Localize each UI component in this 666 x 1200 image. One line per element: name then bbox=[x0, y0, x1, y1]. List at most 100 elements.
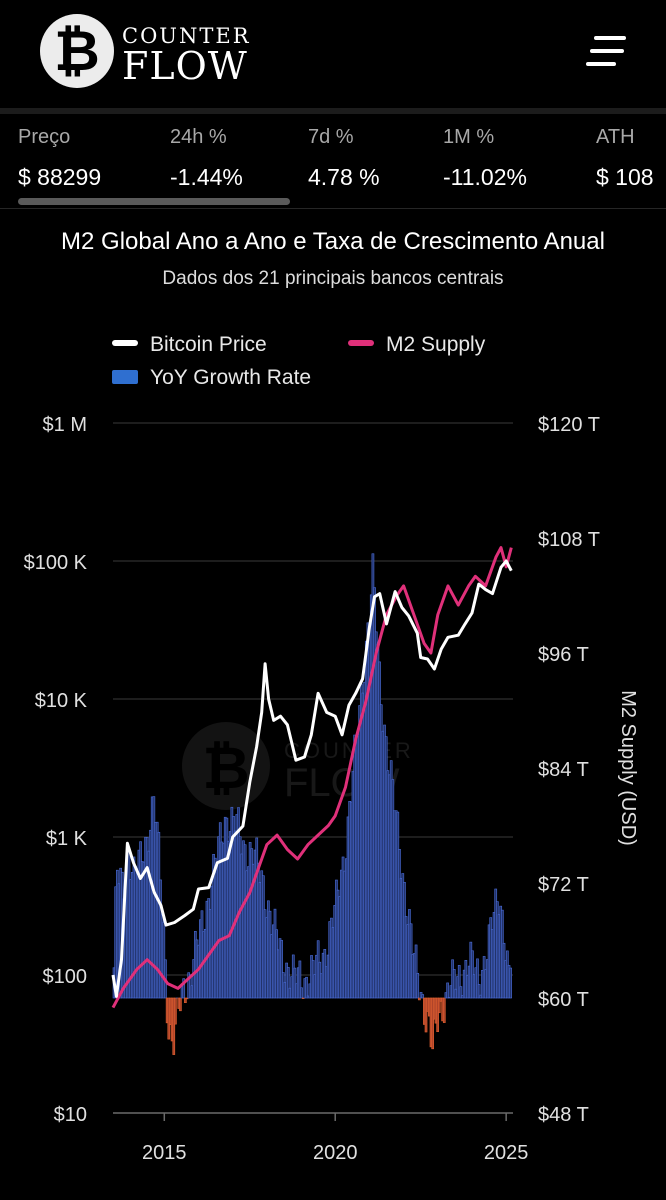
yoy-growth-bar bbox=[207, 898, 210, 999]
stat-value: $ 108 bbox=[596, 164, 654, 190]
yoy-growth-bar bbox=[273, 908, 277, 999]
stat-label: 1M % bbox=[443, 126, 495, 148]
yoy-growth-bar bbox=[399, 878, 403, 999]
yoy-growth-bar bbox=[335, 879, 338, 999]
yoy-growth-bar bbox=[446, 982, 449, 999]
yoy-growth-bar bbox=[431, 997, 434, 1050]
yoy-growth-bar bbox=[439, 997, 443, 1002]
yoy-growth-bar bbox=[330, 917, 333, 999]
yoy-growth-bar bbox=[371, 553, 375, 999]
yoy-growth-bar bbox=[114, 886, 118, 999]
yoy-growth-bar bbox=[391, 779, 395, 999]
yoy-growth-bar bbox=[165, 997, 169, 1024]
yoy-growth-bar bbox=[494, 888, 498, 999]
yoy-growth-bar bbox=[172, 997, 176, 1055]
yoy-growth-bar bbox=[409, 923, 413, 999]
y-right-tick-label: $60 T bbox=[538, 989, 589, 1011]
yoy-growth-bar bbox=[340, 869, 343, 999]
yoy-growth-bar bbox=[179, 997, 182, 1012]
yoy-growth-bar bbox=[268, 910, 272, 999]
yoy-growth-bar bbox=[192, 959, 196, 999]
yoy-growth-bar bbox=[461, 995, 464, 999]
yoy-growth-bar bbox=[295, 983, 298, 999]
yoy-growth-bar bbox=[378, 661, 381, 999]
brand-logo[interactable]: ₿ COUNTER FLOW bbox=[40, 14, 255, 90]
yoy-growth-bar bbox=[320, 973, 323, 999]
yoy-growth-bar bbox=[275, 929, 278, 999]
yoy-growth-bar bbox=[119, 867, 122, 999]
yoy-growth-bar bbox=[482, 956, 486, 999]
legend-bitcoin-price[interactable]: Bitcoin Price bbox=[150, 333, 267, 356]
yoy-growth-bar bbox=[235, 814, 239, 999]
yoy-growth-bar bbox=[147, 850, 151, 999]
yoy-growth-bar bbox=[182, 978, 186, 999]
yoy-growth-bar bbox=[134, 866, 137, 999]
yoy-growth-bar bbox=[285, 962, 288, 999]
yoy-growth-bar bbox=[326, 954, 330, 999]
yoy-growth-bar bbox=[356, 736, 360, 999]
yoy-growth-bar bbox=[217, 836, 220, 999]
yoy-growth-bar bbox=[311, 960, 315, 999]
yoy-growth-bar bbox=[203, 928, 207, 999]
hamburger-menu-icon[interactable] bbox=[586, 34, 628, 70]
yoy-growth-bar bbox=[247, 866, 250, 999]
yoy-growth-bar bbox=[429, 997, 433, 1048]
yoy-growth-bar bbox=[476, 958, 479, 999]
yoy-growth-bar bbox=[502, 942, 506, 999]
yoy-growth-bar bbox=[424, 997, 428, 1033]
yoy-growth-bar bbox=[272, 924, 275, 999]
yoy-growth-bar bbox=[388, 774, 391, 999]
yoy-growth-bar bbox=[129, 879, 132, 999]
yoy-growth-bar bbox=[346, 816, 350, 999]
yoy-growth-bar bbox=[288, 987, 292, 999]
yoy-growth-bar bbox=[125, 852, 129, 999]
yoy-growth-bar bbox=[232, 816, 235, 999]
yoy-growth-bar bbox=[358, 705, 361, 999]
yoy-growth-bar bbox=[444, 992, 448, 999]
y-right-tick-label: $96 T bbox=[538, 644, 589, 666]
yoy-growth-bar bbox=[137, 849, 141, 999]
chart-subtitle: Dados dos 21 principais bancos centrais bbox=[162, 268, 504, 289]
legend-yoy-growth[interactable]: YoY Growth Rate bbox=[150, 366, 312, 389]
yoy-growth-bar bbox=[124, 886, 127, 999]
watermark-logo: ₿ COUNTER FLOW bbox=[182, 722, 414, 810]
stat-value: -1.44% bbox=[170, 164, 243, 190]
yoy-growth-bar bbox=[398, 848, 401, 999]
yoy-growth-bar bbox=[423, 997, 426, 1025]
yoy-growth-bar bbox=[130, 872, 134, 999]
yoy-growth-bar bbox=[252, 863, 255, 999]
yoy-growth-bar bbox=[243, 844, 247, 999]
legend-m2-supply[interactable]: M2 Supply bbox=[386, 333, 486, 356]
yoy-growth-bar bbox=[189, 974, 192, 999]
price-stats-strip[interactable]: Preço $ 88299 24h % -1.44% 7d % 4.78 % 1… bbox=[0, 114, 666, 210]
yoy-growth-bar bbox=[145, 837, 149, 999]
y-right-tick-label: $108 T bbox=[538, 529, 600, 551]
yoy-growth-bar bbox=[270, 934, 274, 999]
yoy-growth-bar bbox=[248, 842, 252, 999]
yoy-growth-bar bbox=[258, 882, 262, 999]
yoy-growth-bar bbox=[159, 879, 162, 999]
yoy-growth-bar bbox=[257, 862, 260, 999]
y-right-tick-label: $48 T bbox=[538, 1104, 589, 1126]
yoy-growth-bar bbox=[456, 976, 459, 999]
yoy-growth-bar bbox=[253, 849, 257, 999]
yoy-growth-bar bbox=[233, 830, 237, 999]
header: ₿ COUNTER FLOW bbox=[0, 0, 666, 108]
yoy-growth-bar bbox=[338, 896, 342, 999]
yoy-growth-bar bbox=[451, 959, 454, 999]
yoy-growth-bar bbox=[484, 969, 488, 999]
yoy-growth-bar bbox=[139, 841, 142, 999]
yoy-growth-bar bbox=[218, 822, 222, 999]
yoy-growth-bar bbox=[386, 770, 390, 999]
yoy-growth-bar bbox=[331, 927, 335, 999]
yoy-growth-bar bbox=[293, 967, 297, 999]
x-tick-label: 2025 bbox=[484, 1142, 529, 1164]
yoy-growth-bar bbox=[212, 854, 215, 999]
yoy-growth-bar bbox=[486, 959, 489, 999]
horizontal-scrollbar[interactable] bbox=[18, 198, 290, 205]
watermark-top-text: COUNTER bbox=[284, 738, 414, 763]
yoy-growth-bar bbox=[374, 631, 378, 999]
yoy-growth-bar bbox=[401, 873, 405, 999]
yoy-growth-bar bbox=[167, 997, 171, 1040]
yoy-growth-bar bbox=[237, 807, 240, 999]
